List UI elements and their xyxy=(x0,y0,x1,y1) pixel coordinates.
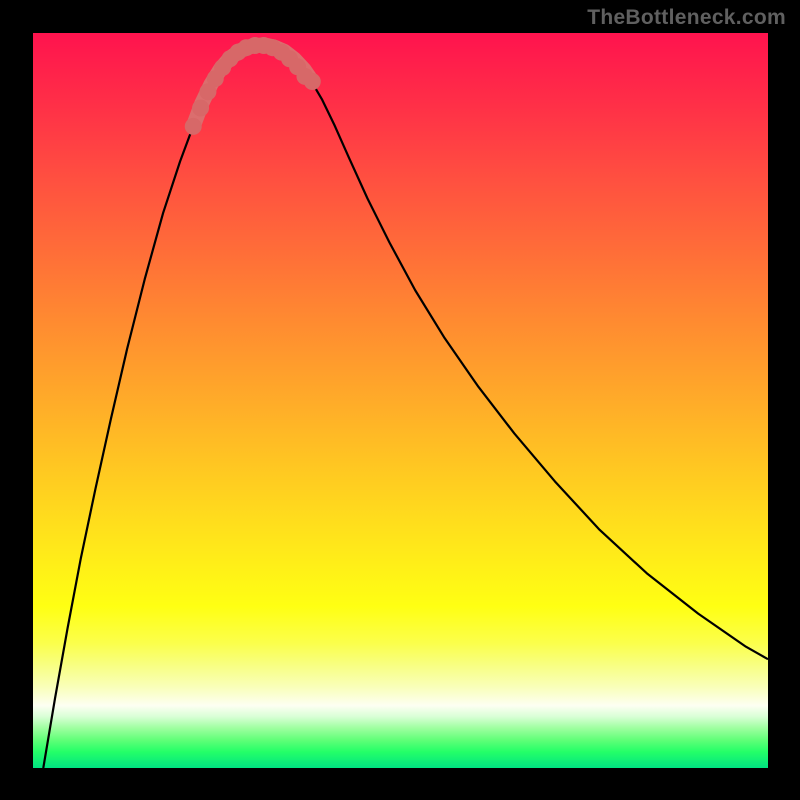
marker-dot xyxy=(304,73,321,90)
plot-area xyxy=(33,33,768,768)
chart-svg xyxy=(33,33,768,768)
marker-dot xyxy=(185,118,202,135)
marker-dot xyxy=(192,99,209,116)
gradient-background xyxy=(33,33,768,768)
watermark-text: TheBottleneck.com xyxy=(587,6,786,30)
chart-container: TheBottleneck.com xyxy=(0,0,800,800)
